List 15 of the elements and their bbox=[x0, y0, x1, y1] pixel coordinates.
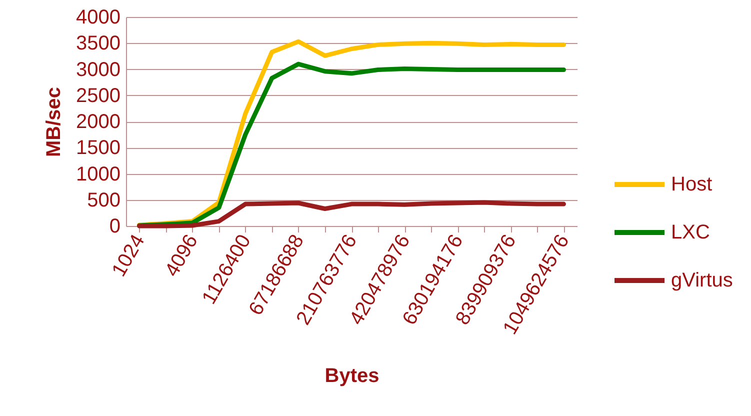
y-axis-title: MB/sec bbox=[43, 86, 66, 158]
line-series bbox=[137, 200, 566, 228]
y-tick-label: 1000 bbox=[76, 163, 120, 186]
y-tick-label: 0 bbox=[109, 216, 120, 238]
y-tick-label: 500 bbox=[87, 189, 120, 212]
legend-label: Host bbox=[671, 174, 713, 196]
y-tick-label: 4000 bbox=[76, 6, 120, 28]
legend-label: LXC bbox=[671, 222, 710, 244]
legend-label: gVirtus bbox=[671, 270, 733, 292]
y-tick-label: 3500 bbox=[76, 32, 120, 55]
y-tick-label: 2000 bbox=[76, 111, 120, 133]
y-tick-label: 1500 bbox=[76, 137, 120, 160]
y-tick-label: 3000 bbox=[76, 58, 120, 81]
y-tick-label: 2500 bbox=[76, 84, 120, 107]
x-axis-title: Bytes bbox=[324, 364, 380, 387]
